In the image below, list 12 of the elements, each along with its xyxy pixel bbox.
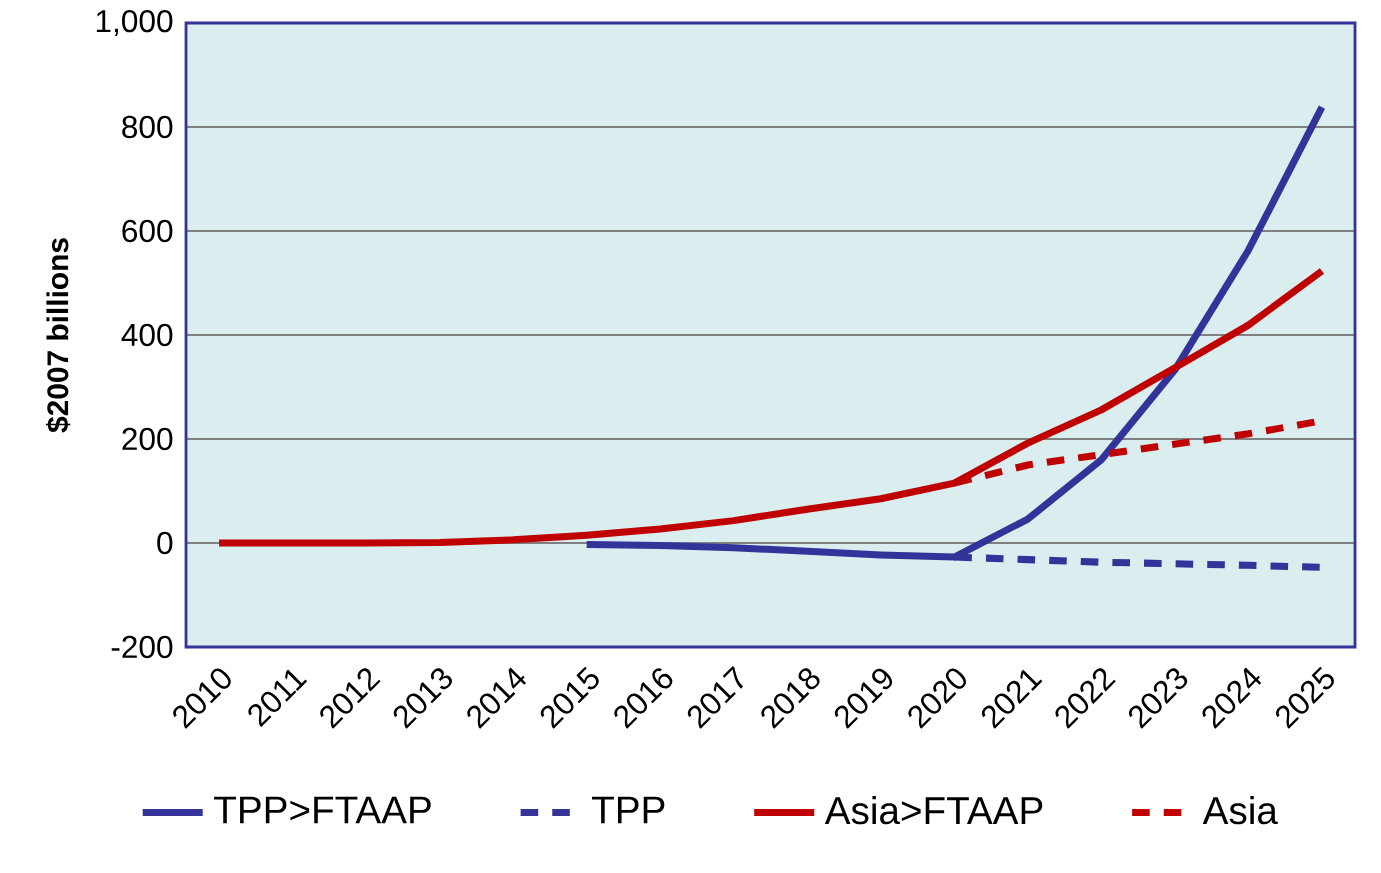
y-axis-title: $2007 billions	[45, 238, 71, 433]
y-tick-label: 400	[121, 323, 173, 347]
y-tick-label: 800	[122, 115, 173, 139]
legend-label: Asia	[1202, 795, 1278, 825]
y-tick-label: 0	[157, 531, 173, 555]
y-tick-label: 600	[122, 219, 173, 243]
y-tick-label: -200	[111, 635, 173, 659]
y-tick-label: 1,000	[96, 9, 173, 37]
y-tick-label: 200	[122, 427, 173, 451]
legend-label: TPP	[592, 796, 665, 824]
legend-label: TPP>FTAAP	[214, 796, 431, 824]
legend-label: Asia>FTAAP	[824, 795, 1043, 825]
